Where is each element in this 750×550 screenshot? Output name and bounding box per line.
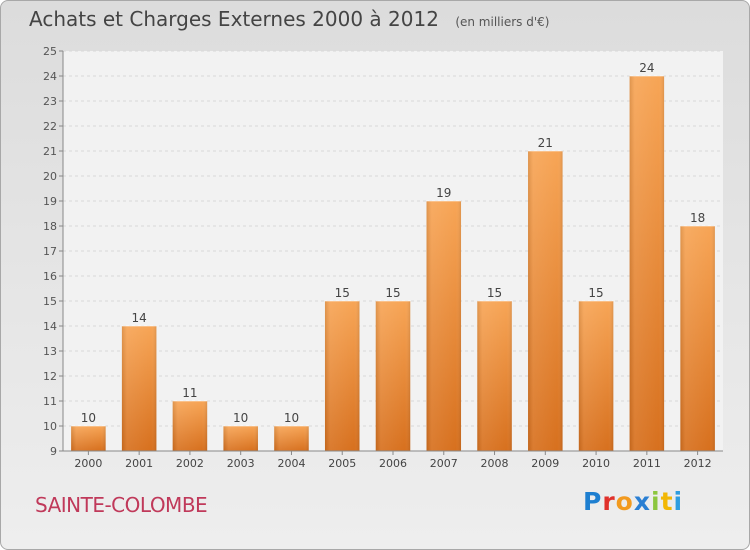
data-label: 15 — [588, 286, 603, 300]
data-label: 19 — [436, 186, 451, 200]
proxiti-logo: Proxiti — [583, 487, 684, 516]
bar-shade — [426, 201, 462, 451]
y-tick-label: 14 — [43, 320, 57, 333]
bars: 10 14 11 10 10 15 15 19 15 21 15 24 18 — [71, 61, 715, 451]
data-label: 10 — [233, 411, 248, 425]
x-tick-label: 2006 — [379, 457, 407, 470]
bar-shade — [121, 326, 157, 451]
chart-unit: (en milliers d'€) — [455, 15, 550, 29]
y-tick-label: 11 — [43, 395, 57, 408]
x-tick-label: 2010 — [582, 457, 610, 470]
x-tick-label: 2000 — [74, 457, 102, 470]
bar-shade — [375, 301, 411, 451]
y-tick-label: 10 — [43, 420, 57, 433]
y-tick-label: 9 — [50, 445, 57, 458]
x-tick-label: 2008 — [481, 457, 509, 470]
x-tick-label: 2012 — [684, 457, 712, 470]
y-tick-label: 17 — [43, 245, 57, 258]
y-tick-label: 16 — [43, 270, 57, 283]
y-tick-label: 19 — [43, 195, 57, 208]
y-tick-label: 24 — [43, 70, 57, 83]
bar-shade — [629, 76, 665, 451]
data-label: 18 — [690, 211, 705, 225]
commune-name: SAINTE-COLOMBE — [35, 493, 208, 517]
y-tick-label: 22 — [43, 120, 57, 133]
y-tick-label: 15 — [43, 295, 57, 308]
bar-shade — [274, 426, 309, 451]
bar-shade — [172, 401, 208, 451]
data-label: 14 — [132, 311, 147, 325]
data-label: 15 — [487, 286, 502, 300]
bar-shade — [578, 301, 614, 451]
data-label: 11 — [182, 386, 197, 400]
y-tick-label: 23 — [43, 95, 57, 108]
data-label: 24 — [639, 61, 654, 75]
bar-shade — [223, 426, 258, 451]
data-label: 10 — [284, 411, 299, 425]
x-tick-label: 2003 — [227, 457, 255, 470]
y-tick-label: 21 — [43, 145, 57, 158]
x-tick-label: 2001 — [125, 457, 153, 470]
chart-title-text: Achats et Charges Externes 2000 à 2012 — [29, 7, 439, 31]
bar-shade — [477, 301, 512, 451]
x-tick-label: 2007 — [430, 457, 458, 470]
x-tick-label: 2004 — [277, 457, 305, 470]
axes: 9 10 11 12 13 14 15 16 17 18 19 20 21 22 23 24 25 2000 200… — [43, 45, 723, 470]
bar-shade — [71, 426, 106, 451]
y-tick-label: 13 — [43, 345, 57, 358]
x-tick-label: 2011 — [633, 457, 661, 470]
chart-title: Achats et Charges Externes 2000 à 2012 (… — [29, 7, 549, 31]
bar-shade — [324, 301, 360, 451]
x-tick-label: 2009 — [531, 457, 559, 470]
y-tick-label: 12 — [43, 370, 57, 383]
data-label: 21 — [538, 136, 553, 150]
data-label: 10 — [81, 411, 96, 425]
y-tick-label: 25 — [43, 45, 57, 58]
x-tick-label: 2005 — [328, 457, 356, 470]
data-label: 15 — [335, 286, 350, 300]
x-tick-label: 2002 — [176, 457, 204, 470]
y-tick-label: 20 — [43, 170, 57, 183]
data-label: 15 — [385, 286, 400, 300]
y-tick-label: 18 — [43, 220, 57, 233]
bar-shade — [680, 226, 715, 451]
bar-shade — [528, 151, 563, 451]
